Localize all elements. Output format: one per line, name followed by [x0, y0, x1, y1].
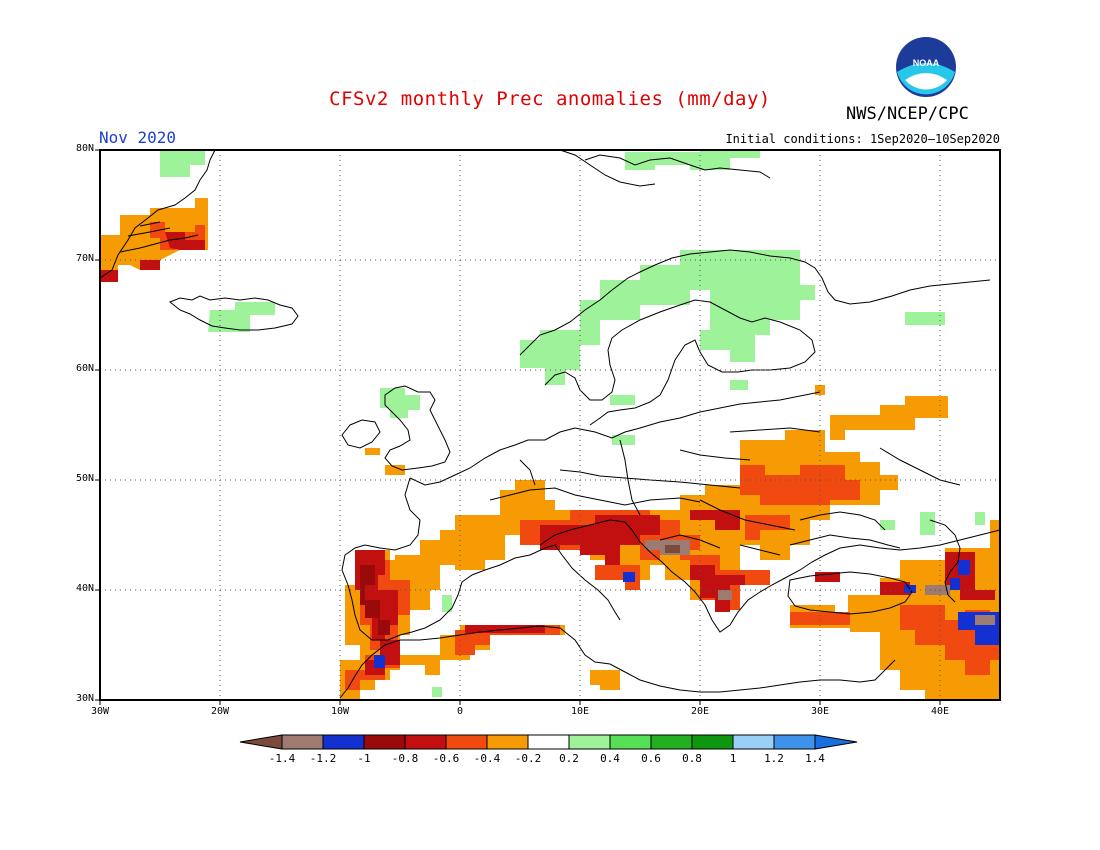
plot-frame: [99, 149, 1001, 701]
anomaly-patch-greenland-darkred: [100, 232, 205, 282]
lon-label-20E: 20E: [690, 706, 710, 717]
colorbar-swatch: [650, 734, 693, 750]
border-lines: [489, 427, 961, 556]
colorbar-label: 0.6: [641, 752, 661, 765]
anomaly-patch-tyrrhenian-blue: [623, 572, 635, 582]
colorbar-swatch: [732, 734, 775, 750]
colorbar-swatch: [691, 734, 734, 750]
anomaly-patch-ukraine-red: [740, 465, 860, 505]
coastline-iceland: [169, 295, 299, 331]
lat-label-30N: 30N: [75, 693, 94, 704]
anomaly-patch-black-sea-orange: [740, 505, 810, 560]
noaa-logo-text: NOAA: [913, 58, 940, 68]
colorbar-label: 0.8: [682, 752, 702, 765]
coastline-continent: [341, 391, 1001, 641]
colorbar: [239, 734, 858, 750]
colorbar-arrow-low: [239, 734, 283, 750]
anomaly-patch-iberia-verydarkred: [360, 565, 390, 635]
lat-label-80N: 80N: [75, 143, 94, 154]
lon-label-10W: 10W: [330, 706, 350, 717]
coastline-sweden-finland: [544, 299, 816, 426]
anomaly-patch-libya-orange: [590, 670, 620, 690]
initial-conditions-label: Initial conditions: 1Sep2020–10Sep2020: [725, 132, 1000, 146]
anomaly-patch-morocco-blue: [374, 655, 385, 668]
anomaly-patch-caucasus-darkred: [815, 552, 995, 600]
colorbar-swatch: [281, 734, 324, 750]
colorbar-swatch: [486, 734, 529, 750]
graticule: [100, 150, 1000, 700]
coastline-north-africa: [339, 625, 896, 699]
colorbar-swatch: [445, 734, 488, 750]
lat-label-60N: 60N: [75, 363, 94, 374]
anomaly-patch-greenland-orange: [100, 198, 208, 282]
coastline-black-sea: [789, 511, 901, 549]
anomaly-patch-greenland-green: [160, 150, 205, 177]
colorbar-label: 1.2: [764, 752, 784, 765]
coastline-caspian: [929, 519, 961, 603]
anomaly-patch-caspian-brown: [925, 585, 995, 625]
chart-title: CFSv2 monthly Prec anomalies (mm/day): [329, 88, 771, 110]
colorbar-label: -0.2: [514, 752, 542, 765]
colorbar-label: 1: [729, 752, 737, 765]
colorbar-swatch: [568, 734, 611, 750]
lon-label-0: 0: [456, 706, 464, 717]
colorbar-arrow-high: [814, 734, 858, 750]
coastline-norway: [519, 249, 991, 356]
colorbar-label: -1: [357, 752, 371, 765]
colorbar-label: -0.6: [432, 752, 460, 765]
anomaly-patch-svalbard-green: [625, 150, 760, 170]
lat-label-50N: 50N: [75, 473, 94, 484]
coastline-turkey: [787, 571, 913, 615]
lon-label-40E: 40E: [930, 706, 950, 717]
lat-label-40N: 40N: [75, 583, 94, 594]
lon-label-10E: 10E: [570, 706, 590, 717]
colorbar-swatch: [527, 734, 570, 750]
anomaly-patch-balkans-darkred: [690, 510, 745, 612]
anomaly-patch-caspian-green: [880, 512, 985, 535]
coastline-layer: [99, 149, 1001, 699]
colorbar-label: 1.4: [805, 752, 825, 765]
lon-label-30E: 30E: [810, 706, 830, 717]
colorbar-label: 0.2: [559, 752, 579, 765]
lon-label-30W: 30W: [90, 706, 110, 717]
colorbar-label: -0.8: [391, 752, 419, 765]
coastline-greenland: [99, 149, 216, 279]
anomaly-patch-scandinavia-green: [520, 250, 815, 385]
colorbar-swatch: [404, 734, 447, 750]
anomaly-patch-adriatic-darkbrown: [665, 545, 680, 553]
noaa-logo: NOAA: [896, 37, 956, 97]
coastline-svalbard: [559, 149, 771, 187]
colorbar-label: -0.4: [473, 752, 501, 765]
colorbar-swatch: [773, 734, 816, 750]
anomaly-patch-romania-red: [745, 515, 790, 540]
anomaly-patch-turkey-red: [790, 605, 1000, 675]
anomaly-patch-russia-orange: [830, 396, 948, 440]
colorbar-label: -1.2: [309, 752, 337, 765]
anomaly-field-layer: [100, 150, 1000, 700]
anomaly-patch-italy-south-red: [595, 565, 640, 590]
coastline-uk: [341, 385, 451, 471]
month-label: Nov 2020: [99, 128, 177, 147]
anomaly-patch-iceland-green: [208, 302, 275, 332]
anomaly-patch-greece-brown: [718, 590, 732, 600]
colorbar-label: 0.4: [600, 752, 620, 765]
colorbar-swatch: [363, 734, 406, 750]
agency-label: NWS/NCEP/CPC: [846, 104, 969, 124]
axis-ticks: [95, 149, 941, 705]
anomaly-patch-algeria-green: [432, 595, 452, 697]
colorbar-swatch: [609, 734, 652, 750]
lat-label-70N: 70N: [75, 253, 94, 264]
lon-label-20W: 20W: [210, 706, 230, 717]
colorbar-swatch: [322, 734, 365, 750]
colorbar-label: -1.4: [268, 752, 296, 765]
